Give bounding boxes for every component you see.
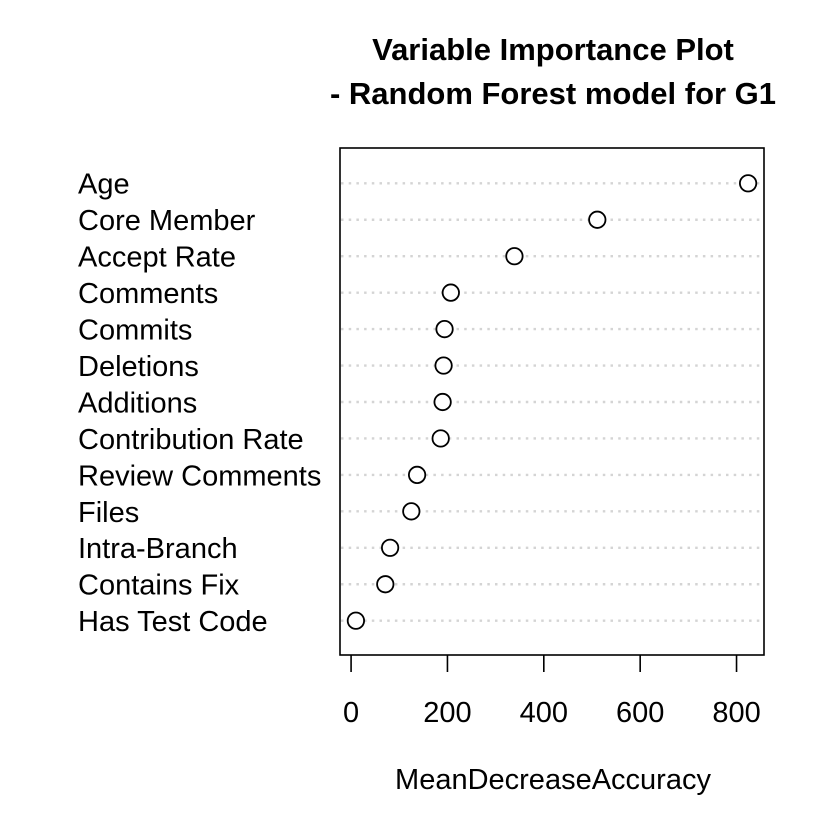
plot-box	[339, 147, 765, 656]
data-point	[738, 174, 758, 193]
data-point	[431, 429, 450, 448]
category-label: Contains Fix	[78, 570, 240, 602]
data-point	[435, 319, 454, 339]
category-label: Deletions	[78, 351, 199, 383]
data-point	[433, 392, 452, 412]
chart-title-line2: - Random Forest model for G1	[329, 76, 777, 111]
data-point	[441, 283, 460, 302]
data-point	[434, 356, 453, 375]
category-label: Commits	[78, 315, 192, 347]
category-label: Age	[78, 169, 130, 201]
category-label: Contribution Rate	[78, 424, 304, 456]
data-point	[588, 210, 607, 229]
x-tick-label: 800	[712, 697, 760, 729]
x-axis-title: MeanDecreaseAccuracy	[395, 764, 711, 796]
x-tick-label: 0	[343, 697, 359, 729]
data-point	[376, 575, 395, 594]
data-point	[381, 538, 400, 557]
x-tick-label: 600	[616, 697, 664, 729]
category-label: Additions	[78, 387, 197, 419]
category-label: Comments	[78, 278, 218, 310]
data-point	[505, 247, 524, 266]
x-tick-label: 200	[423, 697, 471, 729]
category-label: Core Member	[78, 205, 256, 237]
category-label: Accept Rate	[78, 242, 236, 274]
data-point	[346, 611, 365, 630]
category-label: Intra-Branch	[78, 533, 238, 565]
chart-title-line1: Variable Importance Plot	[372, 32, 734, 67]
data-point	[407, 465, 427, 484]
category-label: Review Comments	[78, 460, 321, 492]
data-point	[402, 502, 421, 521]
chart-title: Variable Importance Plot - Random Forest…	[330, 28, 776, 116]
category-label: Files	[78, 497, 139, 529]
category-label: Has Test Code	[78, 606, 268, 638]
x-tick-label: 400	[520, 697, 568, 729]
